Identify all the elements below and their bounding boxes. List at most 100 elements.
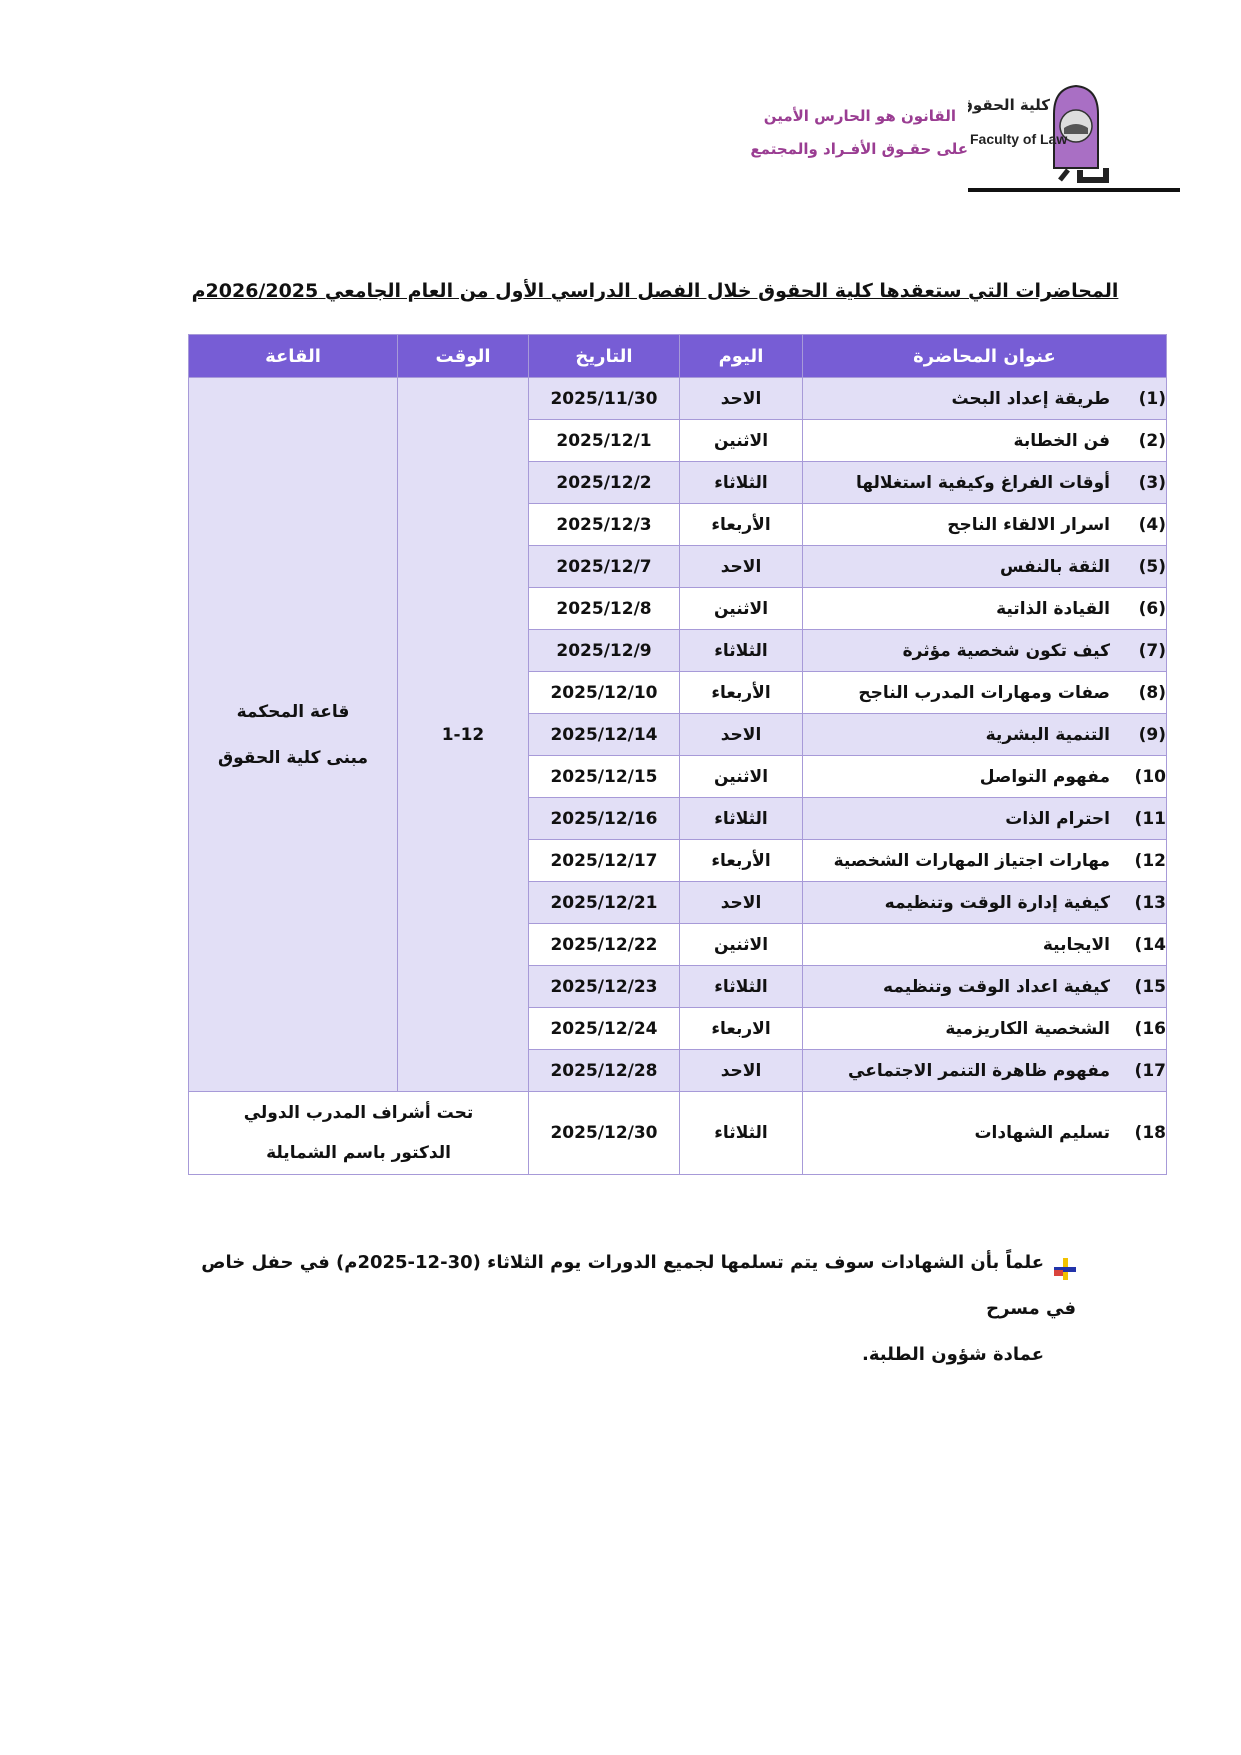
motto-line-1: القانون هو الحارس الأمين — [763, 107, 956, 125]
time-cell: 1-12 — [397, 377, 529, 1092]
lecture-title: صفات ومهارات المدرب الناجح — [858, 682, 1110, 703]
table-row: (1)طريقة إعداد البحث الاحد 2025/11/30 1-12 ق… — [188, 377, 1167, 1092]
date-cell: 2025/12/1 — [528, 419, 680, 462]
lecture-title-cell: (5) الثقة بالنفس — [802, 545, 1167, 588]
lecture-title-cell: (6) القيادة الذاتية — [802, 587, 1167, 630]
lecture-title: فن الخطابة — [1013, 430, 1110, 451]
date-cell: 2025/12/14 — [528, 713, 680, 756]
date-cell: 2025/12/23 — [528, 965, 680, 1008]
lecture-number: 11) — [1134, 808, 1166, 829]
lecture-title-cell: 11) احترام الذات — [802, 797, 1167, 840]
hall-cell: قاعة المحكمة مبنى كلية الحقوق — [188, 377, 398, 1092]
svg-text:Faculty of Law: Faculty of Law — [970, 131, 1067, 147]
column-header-time: الوقت — [397, 334, 529, 378]
lecture-title: كيفية اعداد الوقت وتنظيمه — [883, 976, 1110, 997]
lecture-number: (7) — [1138, 640, 1166, 661]
table-row: 13) كيفية إدارة الوقت وتنظيمه الاحد 2025/12… — [189, 881, 1167, 924]
lecture-title-cell: 10) مفهوم التواصل — [802, 755, 1167, 798]
lecture-title: مفهوم ظاهرة التنمر الاجتماعي — [848, 1060, 1110, 1081]
day-cell: الاثنين — [679, 587, 803, 630]
svg-text:كلية الحقوق: كلية الحقوق — [968, 96, 1050, 114]
motto-line-2: على حقـوق الأفـراد والمجتمع — [750, 140, 968, 158]
date-cell: 2025/12/16 — [528, 797, 680, 840]
lecture-number: (3) — [1138, 472, 1166, 493]
lecture-title: مهارات اجتياز المهارات الشخصية — [833, 850, 1110, 871]
date-cell: 2025/12/10 — [528, 671, 680, 714]
day-cell: الأربعاء — [679, 839, 803, 882]
table-row: (2) فن الخطابة الاثنين 2025/12/1 — [189, 419, 1167, 462]
date-cell: 2025/12/21 — [528, 881, 680, 924]
date-cell: 2025/12/3 — [528, 503, 680, 546]
supervisor-cell: تحت أشراف المدرب الدولي الدكتور باسم الشم… — [188, 1091, 529, 1175]
lecture-title: طريقة إعداد البحث — [951, 388, 1110, 409]
lecture-title-cell: (4) اسرار الالقاء الناجح — [802, 503, 1167, 546]
lecture-title-cell: 15) كيفية اعداد الوقت وتنظيمه — [802, 965, 1167, 1008]
lecture-number: (4) — [1138, 514, 1166, 535]
day-cell: الاربعاء — [679, 1007, 803, 1050]
note-line-2: عمادة شؤون الطلبة. — [862, 1344, 1044, 1365]
table-row: (6) القيادة الذاتية الاثنين 2025/12/8 — [189, 587, 1167, 630]
lecture-title-cell: (1) طريقة إعداد البحث — [802, 377, 1167, 420]
lecture-title-cell: (9) التنمية البشرية — [802, 713, 1167, 756]
day-cell: الاحد — [679, 377, 803, 420]
lecture-title-cell: 18) تسليم الشهادات — [802, 1091, 1167, 1175]
lecture-number: (8) — [1138, 682, 1166, 703]
lecture-number: 16) — [1134, 1018, 1166, 1039]
table-row: 15) كيفية اعداد الوقت وتنظيمه الثلاثاء 2025… — [189, 965, 1167, 1008]
lecture-title-cell: (8) صفات ومهارات المدرب الناجح — [802, 671, 1167, 714]
column-header-title: عنوان المحاضرة — [802, 334, 1167, 378]
lecture-number: 12) — [1134, 850, 1166, 871]
lecture-title-cell: 14) الايجابية — [802, 923, 1167, 966]
table-row: (7) كيف تكون شخصية مؤثرة الثلاثاء 2025/12/9 — [189, 629, 1167, 672]
day-cell: الاحد — [679, 713, 803, 756]
lecture-title-cell: (2) فن الخطابة — [802, 419, 1167, 462]
lecture-title: الشخصية الكاريزمية — [945, 1018, 1110, 1039]
day-cell: الثلاثاء — [679, 1091, 803, 1175]
lecture-schedule-table: عنوان المحاضرة اليوم التاريخ الوقت القاع… — [188, 334, 1167, 1175]
day-cell: الثلاثاء — [679, 797, 803, 840]
lecture-title: مفهوم التواصل — [979, 766, 1110, 787]
lecture-number: (1) — [1138, 388, 1166, 409]
date-cell: 2025/12/15 — [528, 755, 680, 798]
lecture-title: احترام الذات — [1005, 808, 1110, 829]
date-cell: 2025/12/30 — [528, 1091, 680, 1175]
lecture-title: تسليم الشهادات — [974, 1123, 1110, 1143]
lecture-number: 15) — [1134, 976, 1166, 997]
table-row: (8) صفات ومهارات المدرب الناجح الأربعاء 202… — [189, 671, 1167, 714]
lecture-number: 18) — [1134, 1123, 1166, 1143]
table-header-row: عنوان المحاضرة اليوم التاريخ الوقت القاع… — [188, 334, 1167, 378]
certificate-note: علماً بأن الشهادات سوف يتم تسلمها لجميع … — [190, 1240, 1076, 1378]
motto: القانون هو الحارس الأمين على حقـوق الأفـ… — [750, 100, 968, 166]
lecture-title: الثقة بالنفس — [1000, 556, 1110, 577]
day-cell: الأربعاء — [679, 671, 803, 714]
date-cell: 2025/12/24 — [528, 1007, 680, 1050]
day-cell: الاحد — [679, 545, 803, 588]
table-row: (4) اسرار الالقاء الناجح الأربعاء 2025/12/3 — [189, 503, 1167, 546]
day-cell: الاثنين — [679, 923, 803, 966]
date-cell: 2025/12/17 — [528, 839, 680, 882]
date-cell: 2025/12/7 — [528, 545, 680, 588]
day-cell: الاثنين — [679, 419, 803, 462]
lecture-title: أوقات الفراغ وكيفية استغلالها — [855, 472, 1110, 493]
lecture-title: التنمية البشرية — [985, 724, 1110, 745]
lecture-title-cell: 12) مهارات اجتياز المهارات الشخصية — [802, 839, 1167, 882]
table-row: 10) مفهوم التواصل الاثنين 2025/12/15 — [189, 755, 1167, 798]
lecture-number: (2) — [1138, 430, 1166, 451]
table-row: (9) التنمية البشرية الاحد 2025/12/14 — [189, 713, 1167, 756]
table-row: 14) الايجابية الاثنين 2025/12/22 — [189, 923, 1167, 966]
lecture-title-cell: (7) كيف تكون شخصية مؤثرة — [802, 629, 1167, 672]
date-cell: 2025/12/2 — [528, 461, 680, 504]
lecture-title: الايجابية — [1042, 934, 1110, 955]
day-cell: الثلاثاء — [679, 965, 803, 1008]
faculty-logo: كلية الحقوق Faculty of Law — [968, 84, 1180, 192]
lecture-number: (6) — [1138, 598, 1166, 619]
lecture-number: 14) — [1134, 934, 1166, 955]
hall-name: قاعة المحكمة — [236, 701, 350, 722]
lecture-title-cell: 16) الشخصية الكاريزمية — [802, 1007, 1167, 1050]
lecture-title-cell: 13) كيفية إدارة الوقت وتنظيمه — [802, 881, 1167, 924]
lecture-title: القيادة الذاتية — [996, 598, 1110, 619]
lecture-title-cell: 17) مفهوم ظاهرة التنمر الاجتماعي — [802, 1049, 1167, 1092]
table-row-certificates: 18) تسليم الشهادات الثلاثاء 2025/12/30 تحت أ… — [188, 1091, 1167, 1175]
day-cell: الاحد — [679, 881, 803, 924]
lecture-title: كيفية إدارة الوقت وتنظيمه — [884, 892, 1110, 913]
